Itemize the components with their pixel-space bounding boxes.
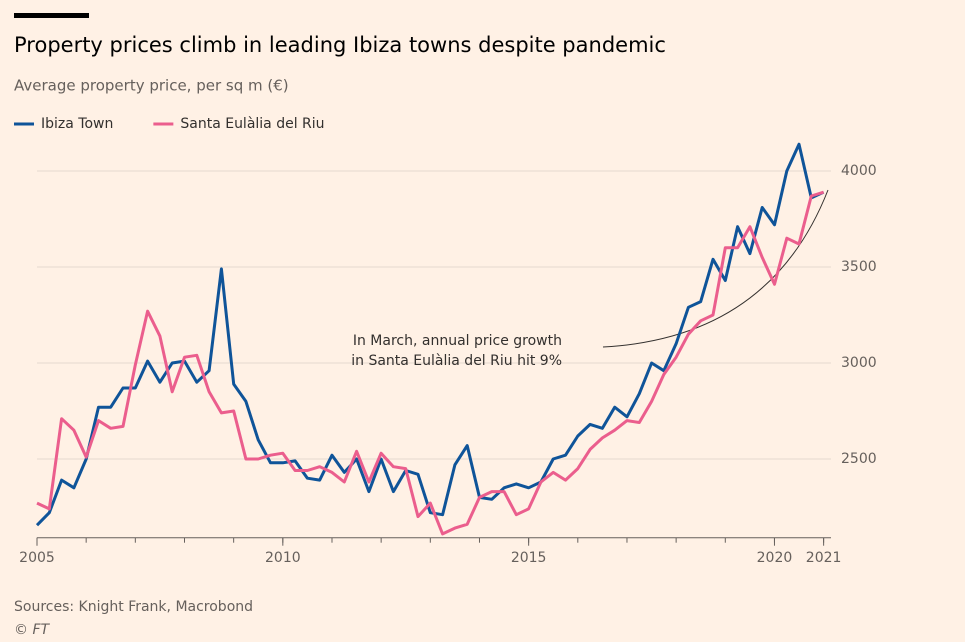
y-tick-label: 3500 [841,259,877,275]
x-tick-label: 2021 [806,550,842,566]
credit: © FT [14,622,51,638]
series-line [36,190,825,536]
x-tick-label: 2005 [19,550,55,566]
x-tick-label: 2010 [265,550,301,566]
y-tick-label: 3000 [841,355,877,371]
y-tick-label: 2500 [841,451,877,467]
annotation-curve [602,189,829,348]
legend-label: Ibiza Town [41,116,113,132]
chart-subtitle: Average property price, per sq m (€) [14,77,289,95]
annotation-text: in Santa Eulàlia del Riu hit 9% [351,353,562,369]
source: Sources: Knight Frank, Macrobond [14,599,253,615]
legend-label: Santa Eulàlia del Riu [180,116,324,132]
chart-title: Property prices climb in leading Ibiza t… [14,33,666,57]
y-tick-label: 4000 [841,163,877,179]
title-bar [14,13,89,18]
x-tick-label: 2015 [511,550,547,566]
annotation-text: In March, annual price growth [353,333,562,349]
x-tick-label: 2020 [757,550,793,566]
